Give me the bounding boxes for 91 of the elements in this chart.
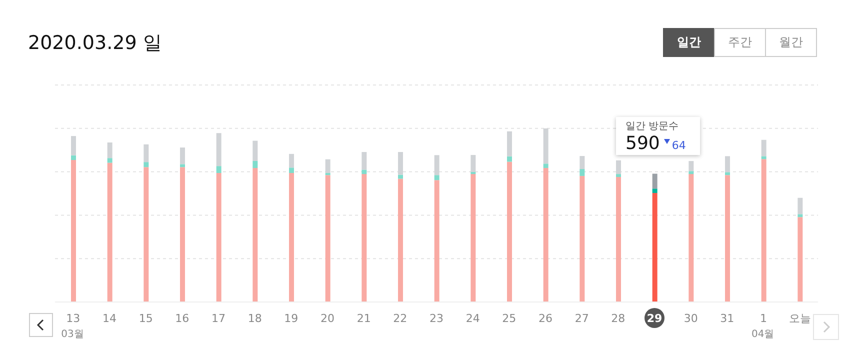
annotation: 64 — [672, 138, 686, 152]
bar — [107, 162, 112, 302]
x-tick-label: 30 — [684, 312, 698, 325]
x-tick-label: 23 — [430, 312, 444, 325]
chart-title: 2020.03.29 일 — [28, 31, 162, 56]
x-tick-label: 31 — [720, 312, 734, 325]
bar — [543, 128, 548, 164]
bar — [144, 167, 149, 302]
x-tick-label: 1 — [760, 312, 767, 325]
bar — [144, 144, 149, 162]
bar — [688, 161, 694, 172]
text: 일간 — [663, 28, 715, 57]
bar — [362, 152, 367, 170]
bar — [180, 164, 185, 168]
bar — [507, 162, 512, 302]
bar — [252, 161, 258, 168]
bar — [362, 174, 367, 302]
bar — [434, 155, 440, 176]
bar — [216, 133, 222, 166]
x-tick-label: 22 — [393, 312, 408, 325]
bar — [798, 198, 803, 214]
bar — [289, 154, 294, 168]
bar — [398, 152, 403, 175]
x-tick-label: 24 — [466, 312, 480, 325]
x-tick-label: 18 — [248, 312, 262, 325]
text: 주간 — [714, 28, 766, 57]
bar — [144, 162, 149, 168]
bar — [362, 170, 367, 174]
bar — [688, 174, 694, 302]
annotation: 590 — [626, 132, 660, 154]
annotation: 일간 방문수 — [626, 120, 680, 133]
bar — [652, 174, 658, 189]
bar — [543, 168, 548, 302]
bar — [71, 136, 76, 156]
x-tick-label: 26 — [538, 312, 552, 325]
x-tick-label: 14 — [102, 312, 116, 325]
text: 04월 — [752, 328, 774, 341]
bar — [434, 180, 440, 302]
bar — [725, 156, 730, 172]
x-tick-label: 15 — [138, 312, 153, 325]
bar — [688, 171, 694, 174]
bar — [543, 164, 548, 168]
bar — [580, 176, 585, 302]
bar — [652, 192, 658, 302]
bar — [652, 188, 658, 193]
bar — [252, 168, 258, 302]
bar — [616, 177, 621, 302]
bar — [107, 142, 112, 158]
bar — [580, 156, 585, 170]
text: 월간 — [765, 28, 817, 57]
bar — [434, 175, 440, 180]
bar — [180, 167, 185, 302]
bar — [107, 158, 112, 163]
bar — [761, 159, 766, 302]
x-tick-label: 16 — [175, 312, 190, 325]
bar — [616, 160, 621, 174]
bar — [180, 147, 185, 164]
x-tick-label: 21 — [356, 312, 371, 325]
bar — [798, 214, 803, 218]
x-tick-label: 29 — [646, 312, 662, 325]
x-tick-label: 19 — [284, 312, 298, 325]
x-tick-label: 25 — [502, 312, 516, 325]
bar — [798, 217, 803, 302]
x-tick-label: 28 — [611, 312, 626, 325]
bar — [507, 156, 512, 162]
bar — [761, 140, 766, 156]
bar — [470, 174, 476, 302]
bar — [289, 173, 294, 302]
x-tick-label: 13 — [66, 312, 80, 325]
bar — [71, 155, 76, 160]
bar — [398, 178, 403, 302]
bar — [725, 172, 730, 176]
bar — [325, 175, 330, 302]
bar — [325, 159, 330, 174]
bar — [252, 140, 258, 162]
bar — [470, 154, 476, 172]
text: 03월 — [61, 328, 84, 341]
bar — [507, 131, 512, 156]
x-tick-label: 오늘 — [788, 312, 811, 325]
bar — [289, 168, 294, 174]
bar — [580, 169, 585, 176]
bar — [71, 160, 76, 302]
bar — [761, 156, 766, 160]
x-tick-label: 20 — [320, 312, 334, 325]
bar — [216, 166, 222, 174]
x-tick-label: 17 — [212, 312, 226, 325]
bar — [616, 174, 621, 178]
bar — [216, 173, 222, 302]
bar — [725, 175, 730, 302]
x-tick-label: 27 — [574, 312, 589, 325]
bar — [470, 172, 476, 174]
